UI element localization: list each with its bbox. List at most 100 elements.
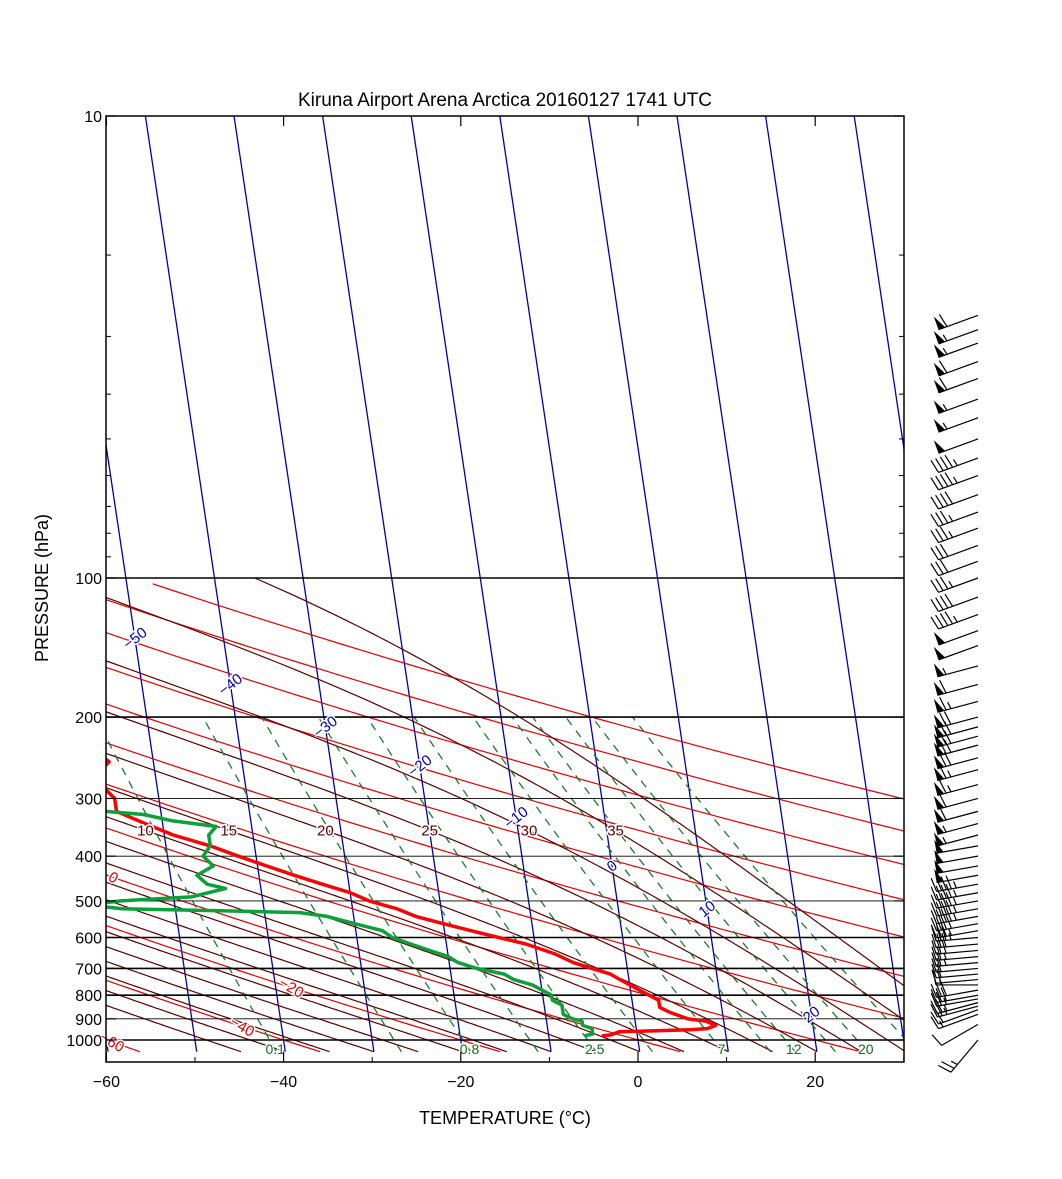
- wind-barb: [933, 711, 979, 729]
- wind-barb: [930, 593, 979, 613]
- y-tick-label: 800: [75, 988, 102, 1005]
- wind-barb-flag: [930, 530, 940, 543]
- wind-barb-flag: [945, 892, 952, 906]
- wind-barb-flag: [945, 875, 952, 890]
- x-tick-label: −40: [270, 1074, 297, 1091]
- wind-barb-pennant: [933, 724, 945, 738]
- y-tick-label: 400: [75, 849, 102, 866]
- wind-barb-flag: [939, 510, 949, 524]
- wind-barb-flag: [935, 545, 944, 559]
- dry-adiabat-line: [106, 666, 904, 901]
- dry-adiabat-line: [106, 783, 904, 1019]
- wind-barb: [933, 730, 979, 748]
- mixing-ratio-label: 0.8: [460, 1041, 480, 1057]
- wind-barb-staff: [936, 915, 979, 925]
- wind-barb-flag: [930, 459, 940, 473]
- wind-barb-flag: [938, 314, 948, 327]
- isobars: [106, 577, 904, 1041]
- wind-barb: [933, 696, 979, 713]
- wind-barb-staff: [936, 967, 979, 973]
- wind-barb-flag: [943, 739, 952, 753]
- isotherm-label: −40: [215, 670, 246, 699]
- wind-barb-flag: [939, 712, 947, 726]
- wind-barb-flag: [930, 924, 938, 939]
- saturated-adiabat-line: [106, 596, 904, 1021]
- wind-barb-flag: [935, 561, 944, 575]
- x-tick-label: 0: [634, 1074, 643, 1091]
- isotherm-label: −20: [405, 752, 436, 781]
- wind-barb-flag: [935, 578, 944, 591]
- wind-barb-flag: [939, 543, 949, 557]
- mixing-ratio-label: 0.1: [265, 1041, 285, 1057]
- y-tick-label: 100: [75, 571, 102, 588]
- wind-barb-flag: [930, 894, 938, 909]
- saturated-adiabat-line: [106, 960, 375, 1053]
- wind-barb-staff: [938, 644, 979, 661]
- wind-barb-staff: [936, 930, 979, 939]
- wind-barb: [930, 875, 979, 893]
- wind-barb-flag: [935, 528, 944, 542]
- wind-barb-half-flag: [942, 334, 948, 342]
- wind-barb: [933, 663, 979, 678]
- wind-barb: [933, 780, 979, 797]
- wind-barb-half-flag: [938, 1020, 944, 1028]
- wind-barb-flag: [944, 491, 954, 505]
- x-tick-label: 20: [806, 1074, 824, 1091]
- wind-barb-half-flag: [948, 928, 952, 936]
- wind-barb-flag: [940, 876, 948, 890]
- wind-barb-flag: [935, 458, 944, 472]
- saturated-adiabat-line: [106, 787, 773, 1053]
- wind-barb-staff: [937, 735, 979, 748]
- wind-barbs: [930, 314, 979, 1073]
- isotherm-line: [144, 116, 286, 1052]
- mixing-ratio-line: [366, 716, 597, 1053]
- wind-barb-flag: [939, 559, 949, 573]
- plot-frame: [105, 115, 905, 1063]
- dry-adiabat-label: 0: [105, 869, 121, 888]
- wind-barb-flag: [935, 885, 943, 900]
- wind-barb-pennant: [933, 440, 946, 454]
- diagram-isolines: [106, 116, 904, 1053]
- wind-barb-half-flag: [947, 770, 952, 778]
- wind-barb: [930, 1013, 979, 1030]
- mixing-ratio-line: [631, 716, 904, 1039]
- wind-barb-staff: [938, 377, 979, 394]
- wind-barb-flag: [944, 472, 954, 486]
- wind-barb-flag: [945, 899, 952, 914]
- wind-barb-staff: [937, 797, 979, 810]
- dry-adiabat-line: [106, 1039, 141, 1053]
- isotherm-label: −50: [120, 624, 151, 653]
- wind-barb-flag: [944, 454, 954, 468]
- wind-barb-flag: [939, 576, 949, 590]
- y-tick-label: 500: [75, 894, 102, 911]
- wind-barb-flag: [931, 958, 937, 973]
- mixing-ratio-line: [511, 716, 771, 1053]
- saturated-adiabat-line: [106, 930, 463, 1053]
- wind-barb-flag: [935, 494, 944, 508]
- wind-barb-flag: [930, 902, 938, 917]
- wind-barb-half-flag: [942, 825, 947, 833]
- wind-barb: [933, 832, 979, 847]
- dewpoint-profile: [106, 809, 595, 1038]
- wind-barb-flag: [931, 963, 937, 978]
- wind-barb-pennant: [933, 418, 946, 433]
- isotherm-line: [106, 440, 198, 1052]
- y-axis-label: PRESSURE (hPa): [32, 514, 52, 662]
- saturated-adiabat-label: 35: [607, 823, 624, 840]
- wind-barb-flag: [930, 1000, 938, 1014]
- wind-barb-pennant: [934, 839, 944, 854]
- wind-barb-staff: [938, 457, 979, 473]
- wind-barb: [934, 849, 979, 865]
- isotherm-line: [233, 116, 375, 1052]
- wind-barb-half-flag: [947, 785, 952, 793]
- mixing-ratio-label: 7: [718, 1041, 726, 1057]
- wind-barb-flag: [931, 946, 937, 961]
- wind-barb-staff: [938, 1009, 979, 1025]
- wind-barb-staff: [936, 892, 979, 901]
- wind-barb-flag: [930, 1011, 940, 1025]
- wind-barb-staff: [938, 527, 979, 544]
- wind-barb-flag: [943, 711, 952, 725]
- wind-barb-flag: [939, 613, 949, 626]
- wind-barb-flag: [935, 475, 944, 489]
- wind-barb-flag: [941, 926, 947, 941]
